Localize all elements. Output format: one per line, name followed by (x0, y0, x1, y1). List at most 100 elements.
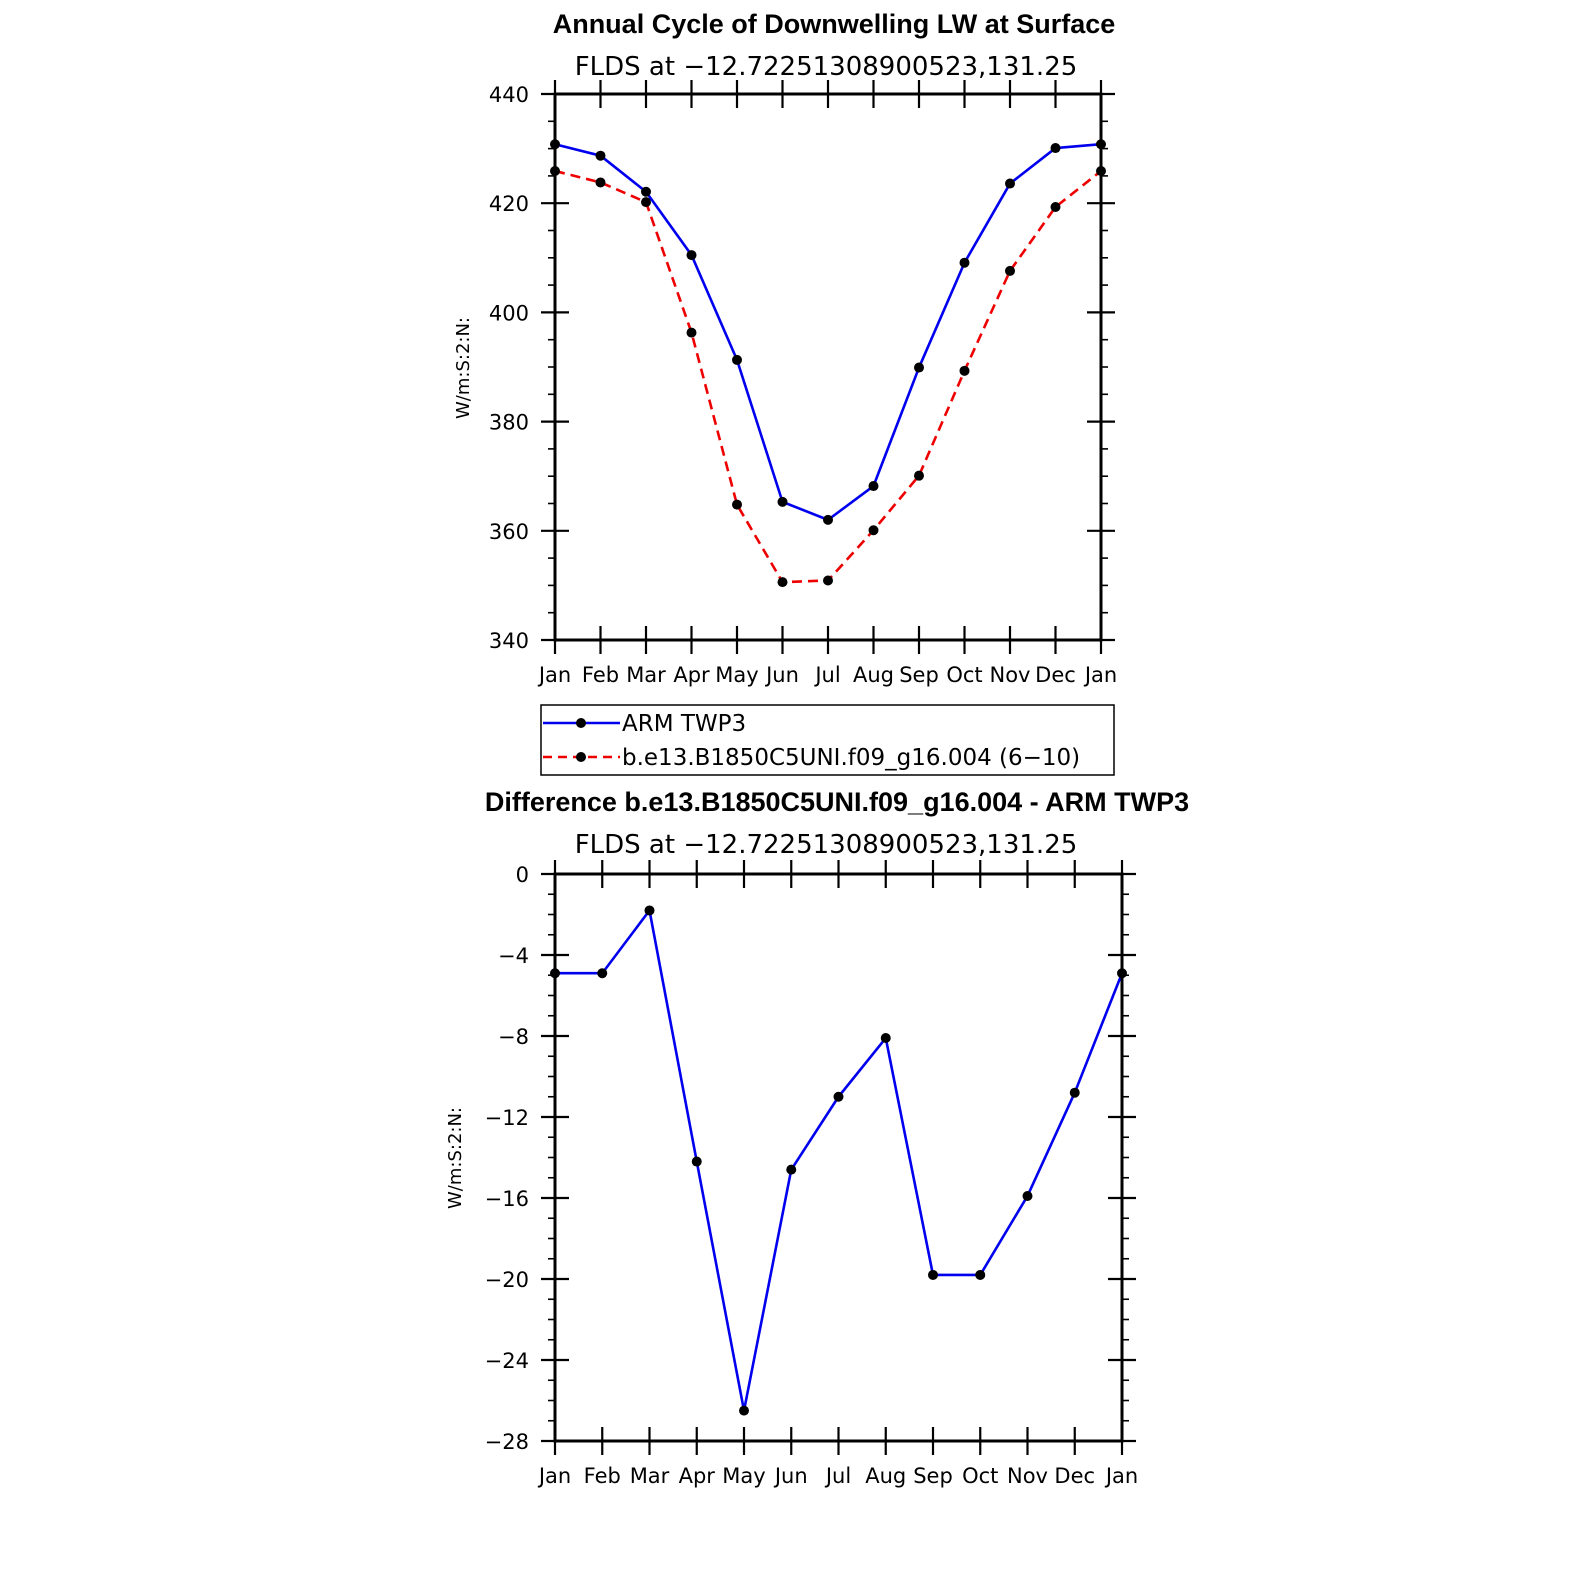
legend-marker-model (576, 752, 586, 762)
panel2-x-tick-label: Feb (584, 1464, 621, 1488)
panel2-series-0-point (691, 1156, 702, 1167)
panel1-series-0-point (1050, 143, 1061, 154)
panel1-y-tick-label: 380 (489, 411, 529, 435)
panel2-series-0-point (786, 1164, 797, 1175)
legend-entry-arm: ARM TWP3 (543, 711, 746, 737)
panel2-y-tick-label: −28 (485, 1430, 529, 1454)
panel2-series-0-point (975, 1269, 986, 1280)
panel2-series-0-point (644, 905, 655, 916)
legend-label-model: b.e13.B1850C5UNI.f09_g16.004 (6−10) (622, 745, 1080, 771)
panel2-x-tick-label: Aug (865, 1464, 906, 1488)
panel2-x-tick-label: Jan (537, 1464, 571, 1488)
panel2-title: Difference b.e13.B1850C5UNI.f09_g16.004 … (485, 787, 1189, 817)
legend-marker-arm (576, 718, 586, 728)
panel2-y-tick-label: −24 (485, 1349, 529, 1373)
panel1-series-1-point (777, 577, 788, 588)
panel2-series-0-point (880, 1033, 891, 1044)
panel1-series-1-point (686, 327, 697, 338)
panel1-x-tick-label: Feb (582, 663, 619, 687)
panel2-series-line-0 (555, 909, 1124, 1412)
panel2-y-tick-labels: −28 −24 −20 −16 −12 −8 −4 0 (485, 863, 529, 1454)
panel1-series-1-point (641, 197, 651, 208)
panel1-series-1-point (914, 470, 924, 481)
panel2-x-tick-labels: Jan Feb Mar Apr May Jun Jul Aug Sep Oct Nov Dec Jan (537, 1464, 1138, 1488)
panel2-x-tick-label: Nov (1007, 1464, 1048, 1488)
difference-panel: Difference b.e13.B1850C5UNI.f09_g16.004 … (445, 787, 1189, 1488)
panel2-y-tick-label: −16 (485, 1187, 529, 1211)
panel1-x-tick-label: Sep (899, 663, 939, 687)
panel1-x-tick-label: Apr (673, 663, 710, 687)
panel2-ylabel: W/m:S:2:N: (445, 1107, 466, 1209)
panel2-x-tick-label: Apr (679, 1464, 716, 1488)
panel1-series-0-point (732, 354, 742, 365)
panel1-series-0-point (1005, 178, 1015, 189)
legend-box (540, 704, 1115, 776)
panel1-series-1-point (1050, 202, 1061, 213)
panel1-x-tick-label: Oct (946, 663, 982, 687)
panel1-title: Annual Cycle of Downwelling LW at Surfac… (553, 9, 1116, 39)
panel2-x-tick-label: Jan (1104, 1464, 1138, 1488)
panel1-y-tick-label: 420 (489, 192, 529, 216)
panel1-x-tick-label: Nov (990, 663, 1031, 687)
panel2-series-0-point (1022, 1190, 1033, 1201)
panel1-series-1-point (868, 525, 879, 536)
panel1-x-tick-label: Jul (813, 663, 840, 687)
panel2-plot-frame (553, 872, 1124, 1443)
legend-entry-model: b.e13.B1850C5UNI.f09_g16.004 (6−10) (543, 745, 1080, 771)
panel1-y-tick-labels: 340 360 380 400 420 440 (489, 83, 529, 653)
panel1-series-0-point (959, 257, 970, 268)
panel1-ylabel: W/m:S:2:N: (453, 317, 474, 419)
panel1-y-tick-label: 360 (489, 520, 529, 544)
panel2-series-0-point (1069, 1087, 1080, 1098)
panel1-series-0-point (686, 250, 697, 261)
panel1-x-tick-label: Dec (1035, 663, 1076, 687)
panel1-series-1-point (595, 177, 606, 188)
panel2-series-0-point (597, 968, 608, 979)
panel1-x-tick-label: May (715, 663, 758, 687)
panel2-y-tick-label: 0 (516, 863, 529, 887)
panel2-series-0-point (928, 1269, 938, 1280)
panel1-series-0-point (914, 362, 924, 373)
panel2-y-tick-label: −4 (498, 944, 529, 968)
panel1-series-1-point (959, 365, 970, 376)
panel1-series-0-point (823, 514, 833, 525)
legend: ARM TWP3 b.e13.B1850C5UNI.f09_g16.004 (6… (540, 704, 1115, 776)
panel1-x-tick-label: Jan (537, 663, 571, 687)
panel2-series (550, 905, 1127, 1416)
panel2-ticks (541, 860, 1136, 1455)
panel1-plot-frame (553, 92, 1103, 642)
panel1-x-tick-label: Aug (853, 663, 894, 687)
panel2-y-tick-label: −12 (485, 1106, 529, 1130)
panel2-y-tick-label: −8 (498, 1025, 529, 1049)
panel1-series (550, 139, 1106, 588)
panel1-series-0-point (777, 496, 788, 507)
panel1-x-tick-label: Jan (1083, 663, 1117, 687)
panel1-y-tick-label: 440 (489, 83, 529, 107)
panel1-series-line-0 (554, 142, 1102, 522)
panel1-series-1-point (823, 575, 833, 586)
panel1-x-tick-label: Jun (764, 663, 799, 687)
panel1-x-tick-labels: Jan Feb Mar Apr May Jun Jul Aug Sep Oct Nov Dec Jan (537, 663, 1117, 687)
panel2-x-tick-label: Sep (913, 1464, 953, 1488)
annual-cycle-panel: Annual Cycle of Downwelling LW at Surfac… (453, 9, 1117, 776)
panel2-x-tick-label: Dec (1054, 1464, 1095, 1488)
panel2-subtitle: FLDS at −12.72251308900523,131.25 (575, 830, 1078, 860)
panel2-x-tick-label: Jun (773, 1464, 808, 1488)
panel2-x-tick-label: Oct (962, 1464, 998, 1488)
panel2-series-0-point (833, 1091, 844, 1102)
panel1-series-0-point (641, 186, 651, 197)
panel1-series-1-point (1005, 265, 1015, 276)
panel2-x-tick-label: Mar (630, 1464, 670, 1488)
panel1-subtitle: FLDS at −12.72251308900523,131.25 (575, 52, 1078, 82)
panel2-x-tick-label: May (722, 1464, 765, 1488)
panel2-series-0-point (739, 1405, 749, 1416)
panel1-x-tick-label: Mar (626, 663, 666, 687)
panel1-series-0-point (868, 481, 879, 492)
legend-label-arm: ARM TWP3 (622, 711, 746, 737)
panel1-series-0-point (595, 150, 606, 161)
panel1-y-tick-label: 400 (489, 301, 529, 325)
panel1-series-1-point (732, 499, 742, 510)
panel1-ticks (541, 80, 1115, 654)
